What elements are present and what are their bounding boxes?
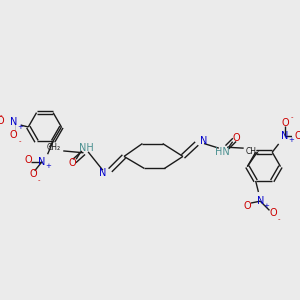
Text: -: - (19, 138, 21, 144)
Text: +: + (17, 124, 23, 130)
Text: N: N (281, 131, 289, 141)
Text: CH₂: CH₂ (47, 143, 61, 152)
Text: N: N (256, 196, 264, 206)
Text: O: O (269, 208, 277, 218)
Text: +: + (289, 137, 295, 143)
Text: +: + (46, 163, 52, 169)
Text: -: - (0, 112, 2, 118)
Text: HN: HN (215, 147, 230, 157)
Text: -: - (290, 114, 293, 120)
Text: O: O (29, 169, 37, 178)
Text: NH: NH (79, 143, 94, 153)
Text: N: N (38, 157, 46, 166)
Text: N: N (99, 168, 106, 178)
Text: O: O (244, 201, 251, 211)
Text: O: O (232, 133, 240, 143)
Text: N: N (200, 136, 208, 146)
Text: -: - (38, 177, 40, 183)
Text: CH₂: CH₂ (246, 147, 260, 156)
Text: N: N (10, 117, 17, 128)
Text: O: O (294, 131, 300, 141)
Text: +: + (264, 203, 270, 209)
Text: O: O (25, 155, 32, 165)
Text: O: O (69, 158, 76, 168)
Text: -: - (278, 217, 280, 223)
Text: O: O (10, 130, 17, 140)
Text: O: O (0, 116, 4, 125)
Text: O: O (281, 118, 289, 128)
